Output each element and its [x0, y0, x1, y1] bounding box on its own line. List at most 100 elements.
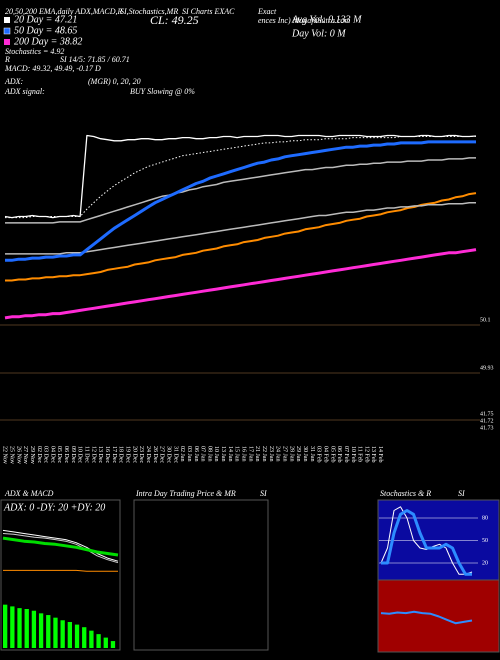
price-label: 49.93: [480, 365, 494, 371]
series-line: [5, 192, 477, 282]
macd: MACD: 49.32, 49.49, -0.17 D: [4, 64, 101, 73]
price-label: 50.1: [480, 317, 491, 323]
avg-volume: Avg Vol: 0.133 M: [291, 14, 362, 25]
day-volume: Day Vol: 0 M: [291, 28, 346, 39]
x-tick-label: 06 Jan: [193, 446, 199, 462]
panel-title: SI: [260, 489, 267, 498]
x-tick-label: 04 Dec: [49, 446, 55, 463]
x-tick-label: 06 Dec: [63, 446, 69, 463]
x-tick-label: 16 Dec: [104, 446, 110, 463]
x-tick-label: 30 Dec: [165, 446, 171, 463]
stochastics: Stochastics = 4.92: [5, 47, 64, 56]
panel-title: Intra Day Trading Price & MR: [135, 489, 236, 498]
bar: [60, 620, 65, 648]
bar: [31, 610, 37, 648]
panel-intraday: [133, 499, 269, 651]
x-tick-label: 19 Dec: [124, 446, 130, 463]
x-tick-label: 11 Dec: [84, 446, 90, 463]
adx: (MGR) 0, 20, 20: [88, 77, 141, 86]
x-tick-label: 03 Jan: [186, 446, 192, 462]
legend: 20 Day = 47.21 50 Day = 48.65 200 Day = …: [3, 14, 82, 47]
x-tick-label: 23 Dec: [138, 446, 144, 463]
x-tick-label: 27 Jan: [281, 446, 287, 462]
series-line: [380, 610, 473, 625]
bar: [67, 622, 72, 648]
adx-signal: BUY Slowing @ 0%: [130, 87, 195, 96]
adx: ADX:: [4, 77, 24, 86]
series-line: [4, 248, 477, 320]
legend-swatch: [3, 27, 11, 35]
x-tick-label: 05 Feb: [329, 446, 335, 463]
x-tick-label: 03 Dec: [43, 446, 49, 463]
x-tick-label: 17 Dec: [111, 446, 117, 463]
x-tick-label: 16 Jan: [241, 446, 247, 462]
panel-stochastics: [377, 499, 500, 581]
x-tick-label: 29 Jan: [295, 446, 301, 462]
x-tick-label: 05 Dec: [56, 446, 62, 463]
x-tick-label: 10 Jan: [213, 446, 219, 462]
series-line: [3, 569, 118, 572]
bar: [53, 617, 58, 648]
series-line: [381, 509, 472, 576]
x-tick-label: 30 Jan: [302, 446, 308, 462]
panel-title: SI: [458, 489, 465, 498]
x-tick-label: 18 Dec: [118, 446, 124, 463]
legend-label: 20 Day = 47.21: [14, 14, 77, 25]
series-line: [2, 533, 119, 564]
x-tick-label: 23 Jan: [268, 446, 274, 462]
x-tick-label: 07 Feb: [343, 446, 349, 463]
x-tick-label: 14 Feb: [377, 446, 383, 463]
x-tick-label: 24 Dec: [145, 446, 151, 463]
bar: [24, 609, 29, 648]
y-tick-label: 50: [482, 538, 488, 544]
series-line: [2, 529, 119, 562]
bar: [38, 613, 44, 648]
title: SI Charts EXAC: [182, 7, 235, 16]
price-label: 41.73: [480, 425, 494, 431]
rsi: SI 14/5: 71.85 / 60.71: [60, 55, 130, 64]
x-tick-label: 10 Feb: [350, 446, 356, 463]
x-tick-label: 29 Nov: [29, 446, 35, 464]
x-tick-label: 27 Nov: [22, 446, 28, 464]
adx-signal: ADX signal:: [4, 87, 45, 96]
x-tick-label: 13 Feb: [370, 446, 376, 463]
bar: [89, 630, 94, 648]
close-price: CL: 49.25: [150, 13, 199, 27]
bar: [82, 627, 87, 648]
bar: [17, 608, 22, 648]
title: Exact: [257, 7, 277, 16]
rsi: R: [4, 55, 10, 64]
bar: [46, 615, 51, 648]
legend-swatch: [4, 39, 10, 45]
x-tick-label: 03 Feb: [316, 446, 322, 463]
x-tick-label: 22 Nov: [2, 446, 8, 464]
x-tick-label: 06 Feb: [336, 446, 342, 463]
price-label: 41.72: [480, 418, 494, 424]
x-tick-label: 27 Dec: [159, 446, 165, 463]
price-label: 41.75: [480, 411, 494, 417]
x-tick-label: 31 Jan: [309, 446, 315, 462]
title: SI,Stochastics,MR: [120, 7, 178, 16]
series-line: [4, 134, 477, 219]
panel-title: Stochastics & R: [380, 489, 431, 498]
x-tick-label: 12 Dec: [90, 446, 96, 463]
legend-label: 200 Day = 38.82: [14, 36, 82, 47]
x-tick-label: 12 Feb: [363, 446, 369, 463]
x-tick-label: 26 Nov: [15, 446, 21, 464]
bar: [3, 604, 8, 648]
x-tick-label: 28 Jan: [288, 446, 294, 462]
x-tick-label: 07 Jan: [200, 446, 206, 462]
x-tick-label: 14 Jan: [227, 446, 233, 462]
bar: [96, 634, 101, 648]
legend-swatch: [4, 17, 10, 23]
bar: [103, 637, 108, 648]
series-line: [5, 157, 476, 224]
x-tick-label: 31 Dec: [172, 446, 178, 463]
y-tick-label: 20: [482, 560, 488, 566]
x-tick-label: 11 Feb: [357, 446, 363, 462]
x-tick-label: 10 Dec: [77, 446, 83, 463]
x-tick-label: 08 Jan: [206, 446, 212, 462]
bar: [74, 624, 80, 648]
x-tick-label: 26 Dec: [152, 446, 158, 463]
